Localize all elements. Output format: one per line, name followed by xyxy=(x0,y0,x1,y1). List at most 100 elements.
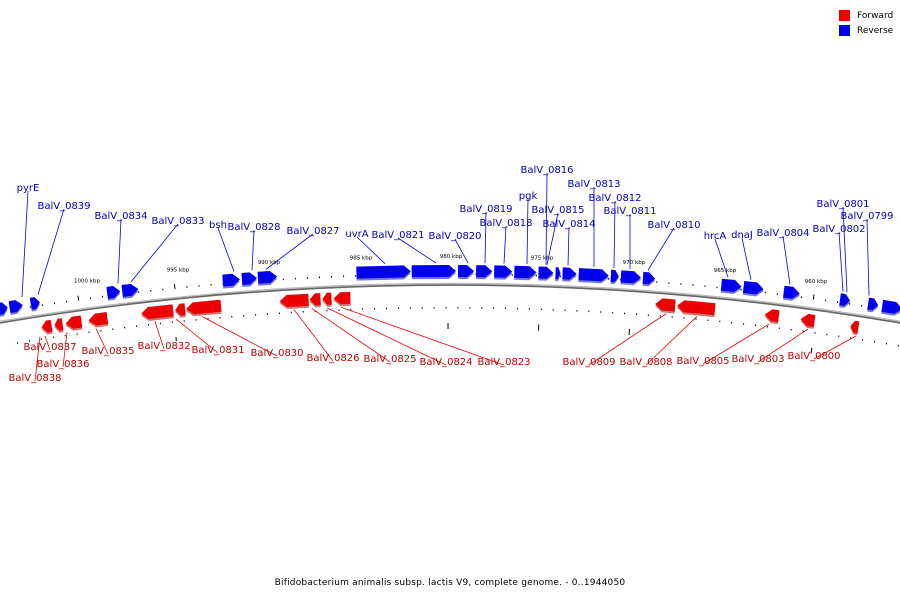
reverse-gene-label-leader xyxy=(647,227,675,271)
reverse-gene-arrow xyxy=(222,273,240,287)
tick-outer xyxy=(173,284,176,290)
forward-gene-label-leader xyxy=(326,307,447,366)
reverse-gene-label: BalV_0799 xyxy=(840,211,893,222)
forward-gene-arrow xyxy=(800,314,816,327)
reverse-gene-arrow xyxy=(538,266,554,279)
reverse-gene-label: BalV_0818 xyxy=(479,218,532,229)
reverse-gene-label: BalV_0833 xyxy=(151,216,204,227)
reverse-gene-label: hrcA xyxy=(704,231,727,242)
forward-gene-label: BalV_0803 xyxy=(731,354,784,365)
reverse-gene-label-leader xyxy=(503,225,507,264)
reverse-gene-label: BalV_0820 xyxy=(428,231,481,242)
reverse-gene-label-leader xyxy=(356,236,386,265)
genome-backbone xyxy=(0,282,900,324)
forward-gene-label: BalV_0832 xyxy=(137,341,190,352)
reverse-gene-arrow xyxy=(121,283,139,297)
forward-gene-label-leader xyxy=(34,336,41,382)
reverse-gene-label-leader xyxy=(613,200,616,268)
forward-gene-arrow xyxy=(850,320,860,334)
reverse-gene-arrow xyxy=(8,300,23,313)
forward-gene-label: BalV_0831 xyxy=(191,345,244,356)
reverse-gene-label: BalV_0810 xyxy=(647,220,700,231)
reverse-gene-arrow xyxy=(555,267,561,280)
reverse-gene-arrow xyxy=(720,278,742,292)
forward-gene-label: BalV_0809 xyxy=(562,357,615,368)
forward-gene-label-leader xyxy=(175,318,219,354)
reverse-gene-arrow xyxy=(867,297,879,311)
scale-label: 995 kbp xyxy=(167,268,190,274)
forward-gene-arrow xyxy=(655,298,676,312)
forward-gene-label: BalV_0800 xyxy=(787,351,840,362)
reverse-gene-arrow xyxy=(106,286,121,299)
forward-gene-arrow xyxy=(88,312,109,326)
scale-label: 965 kbp xyxy=(714,268,737,274)
tick-outer xyxy=(812,294,815,300)
scale-labels: 1000 kbp 995 kbp 990 kbp 985 kbp 980 kbp 975 … xyxy=(74,254,828,285)
forward-swatch xyxy=(839,10,850,21)
genome-caption: Bifidobacterium animalis subsp. lactis V… xyxy=(274,578,626,588)
reverse-gene-arrow xyxy=(742,281,764,295)
reverse-gene-arrow xyxy=(514,265,537,279)
forward-gene-label: BalV_0837 xyxy=(23,342,76,353)
reverse-gene-label-leader xyxy=(838,231,844,292)
reverse-gene-label: pyrE xyxy=(17,183,40,194)
reverse-gene-arrow xyxy=(642,271,656,285)
tick-major-inner xyxy=(810,347,813,354)
reverse-gene-arrow xyxy=(411,265,456,278)
reverse-gene-arrow xyxy=(839,293,851,306)
forward-gene-label-leader xyxy=(311,308,391,363)
reverse-gene-label: BalV_0834 xyxy=(94,211,147,222)
reverse-gene-label-leader xyxy=(265,233,314,270)
reverse-gene-arrow xyxy=(881,299,900,314)
scale-label: 970 kbp xyxy=(623,260,646,266)
forward-gene-label: BalV_0823 xyxy=(477,357,530,368)
reverse-gene-arrow xyxy=(783,285,800,299)
reverse-gene-arrow xyxy=(562,267,577,280)
forward-gene-label-leader xyxy=(95,328,109,355)
forward-gene-arrow xyxy=(322,292,332,305)
reverse-gene-label-leader xyxy=(21,190,29,298)
reverse-gene-label-leader xyxy=(714,238,729,278)
reverse-gene-label-leader xyxy=(117,218,122,284)
reverse-gene-label: BalV_0827 xyxy=(286,226,339,237)
scale-label: 980 kbp xyxy=(440,254,463,260)
reverse-gene-label-leader xyxy=(567,226,570,266)
forward-gene-label-leader xyxy=(293,309,334,362)
reverse-gene-label-leader xyxy=(37,208,65,295)
backbone-line xyxy=(0,284,900,324)
legend-forward: Forward xyxy=(839,8,893,23)
legend: Forward Reverse xyxy=(839,8,893,38)
forward-gene-arrow xyxy=(141,304,174,319)
forward-gene-label: BalV_0838 xyxy=(8,373,61,384)
reverse-gene-label-leader xyxy=(251,229,255,271)
forward-gene-label: BalV_0830 xyxy=(250,348,303,359)
reverse-gene-arrow xyxy=(356,265,411,279)
forward-gene-label: BalV_0836 xyxy=(36,359,89,370)
reverse-gene-arrow xyxy=(241,272,257,285)
forward-gene-label: BalV_0826 xyxy=(306,353,359,364)
reverse-gene-label: BalV_0828 xyxy=(227,222,280,233)
forward-gene-label-leader xyxy=(62,332,68,368)
reverse-gene-label: BalV_0815 xyxy=(531,205,584,216)
reverse-gene-arrow xyxy=(476,265,493,278)
reverse-gene-label-leader xyxy=(545,172,548,265)
scale-label: 990 kbp xyxy=(258,260,281,266)
reverse-gene-label-leader xyxy=(217,227,235,272)
reverse-gene-label-leader xyxy=(782,235,791,285)
scale-label: 975 kbp xyxy=(531,256,554,262)
reverse-gene-arrow xyxy=(458,265,475,278)
reverse-gene-label-leader xyxy=(397,237,437,264)
reverse-gene-label: BalV_0812 xyxy=(588,193,641,204)
scale-label: 1000 kbp xyxy=(74,278,100,284)
forward-gene-label-leader xyxy=(702,323,770,365)
reverse-gene-label-leader xyxy=(484,211,487,264)
reverse-gene-arrow xyxy=(578,268,609,282)
reverse-gene-label: uvrA xyxy=(345,229,368,240)
forward-gene-arrow xyxy=(186,299,222,315)
reverse-gene-label-leader xyxy=(842,206,848,293)
forward-gene-arrow xyxy=(677,300,716,316)
reverse-gene-label: bsh xyxy=(209,220,227,231)
forward-gene-label-leader xyxy=(588,313,667,366)
forward-gene-label-leader xyxy=(201,316,278,357)
